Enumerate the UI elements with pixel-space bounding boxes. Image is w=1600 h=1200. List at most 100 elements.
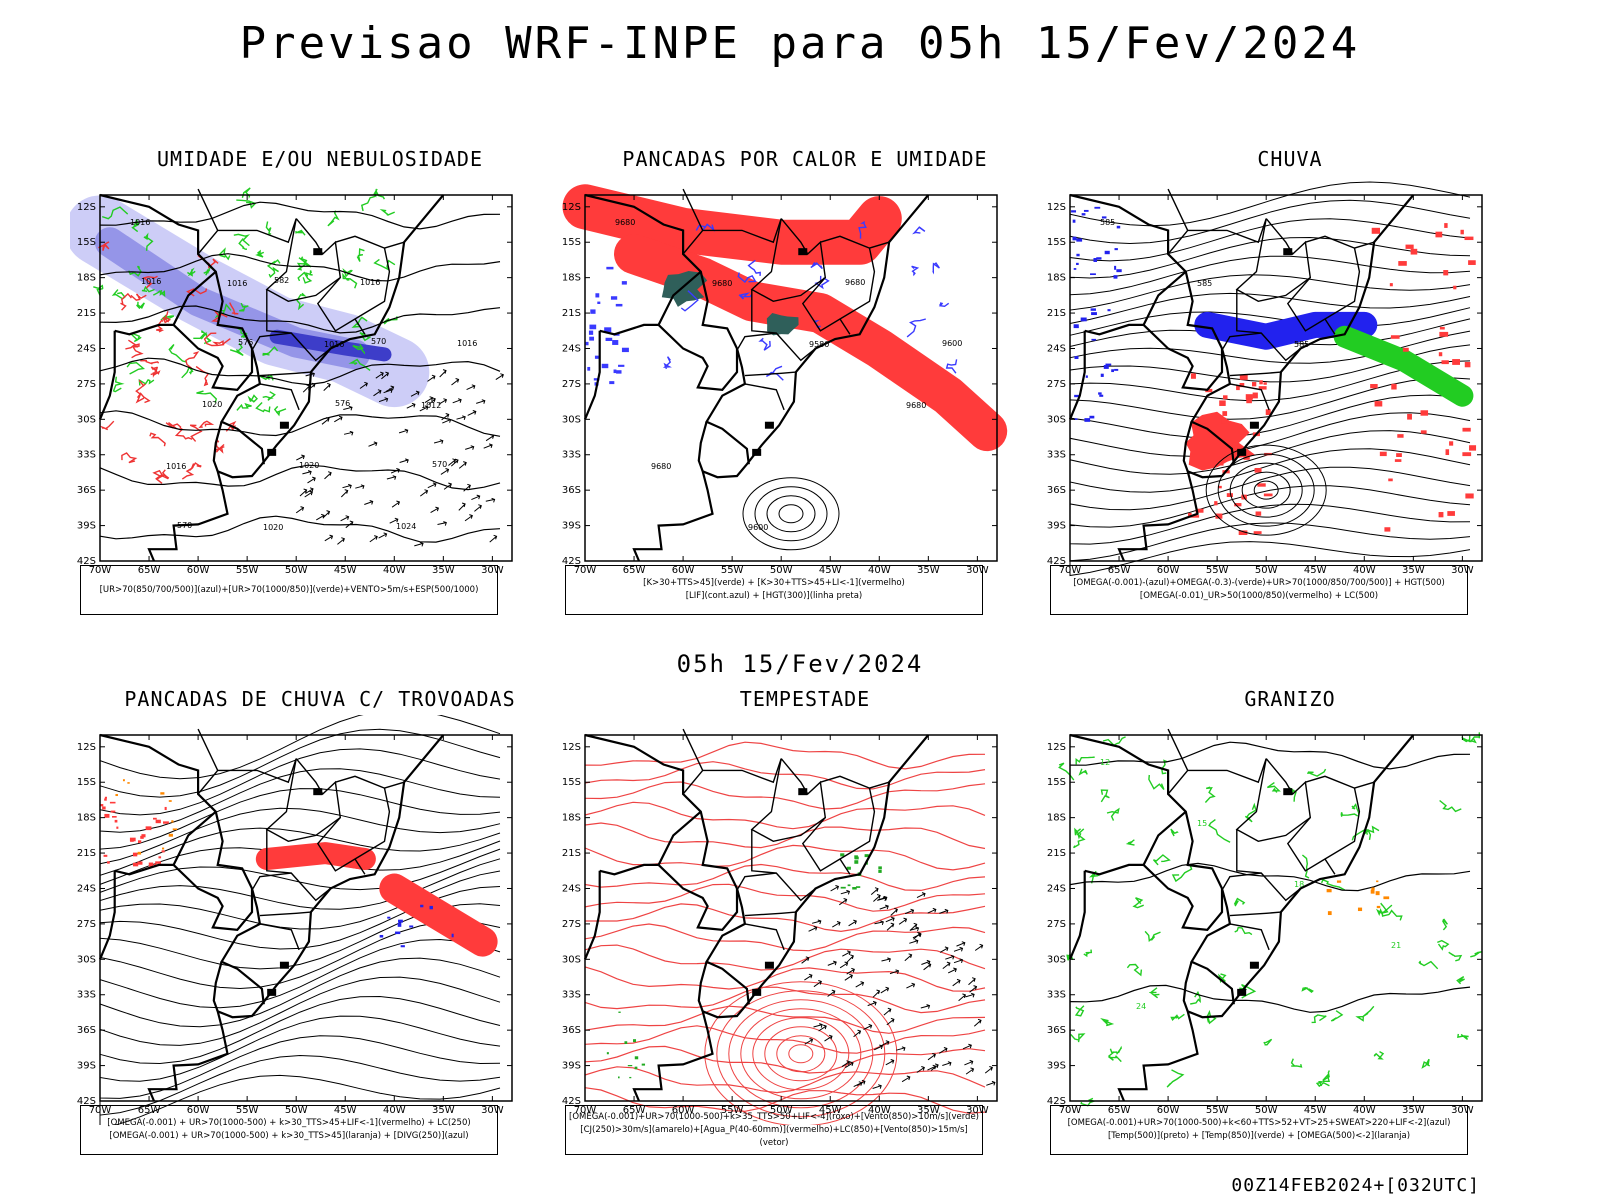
lat-tick-label: 42S (562, 556, 581, 567)
lon-tick-label: 70W (1059, 565, 1082, 576)
lat-tick-label: 21S (1047, 848, 1066, 859)
instability-teal-patch (766, 313, 799, 336)
lat-tick-label: 15S (1047, 237, 1066, 248)
legend-line: [UR>70(850/700/500)](azul)+[UR>70(1000/8… (99, 584, 479, 595)
lake-marker (267, 448, 277, 456)
lake-marker (764, 961, 774, 969)
lat-tick-label: 42S (1047, 556, 1066, 567)
lon-tick-label: 35W (432, 1105, 455, 1116)
lat-tick-label: 27S (1047, 919, 1066, 930)
lat-tick-label: 24S (562, 883, 581, 894)
state-borders (682, 188, 890, 411)
lon-tick-label: 70W (1059, 1105, 1082, 1116)
contour-label: 1016 (457, 339, 477, 348)
legend-line: [OMEGA(-0.001) + UR>70(1000-500) + k>30_… (107, 1118, 471, 1128)
lat-tick-label: 24S (562, 343, 581, 354)
contour-label: 570 (371, 337, 386, 346)
state-borders (682, 728, 890, 951)
lat-tick-label: 12S (1047, 742, 1066, 753)
lat-tick-label: 18S (1047, 813, 1066, 824)
coastline (147, 734, 445, 1102)
lat-tick-label: 30S (77, 954, 96, 965)
contour-label: 9600 (748, 523, 768, 532)
contour-label: 585 (1294, 340, 1309, 349)
lat-tick-label: 33S (1047, 450, 1066, 461)
lon-tick-label: 45W (1304, 1105, 1327, 1116)
country-borders (98, 733, 265, 1012)
lake-marker (1237, 448, 1247, 456)
lake-marker (764, 421, 774, 429)
rain-blue-speckles (1071, 206, 1122, 422)
lon-tick-label: 65W (623, 1105, 646, 1116)
lon-tick-label: 55W (236, 1105, 259, 1116)
coastline (632, 194, 930, 562)
lat-tick-label: 12S (562, 202, 581, 213)
lat-tick-label: 21S (562, 308, 581, 319)
lon-tick-label: 45W (819, 565, 842, 576)
storm-orange-speckles (115, 779, 178, 855)
legend-line: [OMEGA(-0.01)_UR>50(1000/850)(vermelho) … (1139, 591, 1379, 601)
panel-legend: [OMEGA(-0.001)-(azul)+OMEGA(-0.3)-(verde… (1050, 565, 1468, 615)
coastline (632, 734, 930, 1102)
cyclone-contours (704, 981, 898, 1125)
wind850-green-areas-south (606, 1011, 646, 1079)
lat-tick-label: 24S (1047, 343, 1066, 354)
country-borders (1068, 193, 1235, 472)
lat-tick-label: 21S (77, 308, 96, 319)
lon-tick-label: 35W (1402, 1105, 1425, 1116)
lat-tick-label: 21S (562, 848, 581, 859)
lake-marker (1237, 988, 1247, 996)
lat-tick-label: 36S (562, 1025, 581, 1036)
legend-line: [CJ(250)>30m/s](amarelo)+[Agua_P(40-60mm… (580, 1124, 968, 1148)
contour-label: 576 (335, 399, 350, 408)
wind850-vectors (801, 885, 996, 1089)
lat-tick-label: 15S (562, 777, 581, 788)
lat-tick-label: 18S (562, 273, 581, 284)
lon-tick-label: 65W (1108, 565, 1131, 576)
contour-label: 1016 (324, 340, 344, 349)
map-panel: PANCADAS POR CALOR E UMIDADE 9680 9680 9580… (555, 147, 1055, 647)
map-frame (584, 734, 998, 1102)
lat-tick-label: 39S (1047, 521, 1066, 532)
lat-tick-label: 39S (562, 521, 581, 532)
lat-tick-label: 12S (77, 742, 96, 753)
legend-line: [Temp(500)](preto) + [Temp(850)](verde) … (1107, 1131, 1411, 1141)
lake-marker (279, 961, 289, 969)
contour-label: 1016 (227, 279, 247, 288)
map-frame (99, 194, 513, 562)
lake-marker (752, 988, 762, 996)
lon-tick-label: 50W (285, 565, 308, 576)
wind-vectors (295, 369, 504, 547)
contour-label: 15 (1197, 819, 1207, 828)
lake-marker (267, 988, 277, 996)
lat-tick-label: 15S (77, 237, 96, 248)
coastline (1117, 734, 1415, 1102)
contour-label: 9680 (845, 278, 865, 287)
map-panel: TEMPESTADE 12S 15S 18S 21S 24S 27S 30S 33S 36S 39S… (555, 687, 1055, 1187)
lon-tick-label: 55W (1206, 1105, 1229, 1116)
lon-tick-label: 60W (187, 1105, 210, 1116)
lat-tick-label: 18S (77, 813, 96, 824)
lon-tick-label: 30W (1451, 565, 1474, 576)
lon-tick-label: 60W (672, 1105, 695, 1116)
lake-marker (1249, 421, 1259, 429)
lon-tick-label: 45W (334, 1105, 357, 1116)
lon-tick-label: 65W (1108, 1105, 1131, 1116)
state-borders (1167, 728, 1375, 951)
lon-tick-label: 70W (574, 1105, 597, 1116)
lon-tick-label: 30W (966, 1105, 989, 1116)
instability-north-band (562, 184, 902, 265)
lon-tick-label: 30W (966, 565, 989, 576)
contour-label: 582 (274, 276, 289, 285)
run-timestamp: 00Z14FEB2024+[032UTC] (1231, 1175, 1480, 1196)
map-frame (1069, 734, 1483, 1102)
lat-tick-label: 30S (77, 414, 96, 425)
lat-tick-label: 30S (562, 954, 581, 965)
contour-label: 570 (432, 460, 447, 469)
panel-legend: [OMEGA(-0.001) + UR>70(1000-500) + k>30_… (80, 1105, 498, 1155)
lat-tick-label: 24S (77, 343, 96, 354)
